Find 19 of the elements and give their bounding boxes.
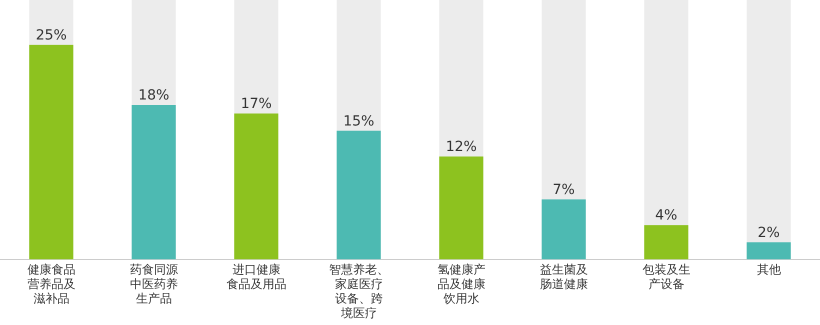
x-tick-label: 健康食品营养品及滋补品 <box>27 262 76 306</box>
x-tick-label: 进口健康食品及用品 <box>226 262 286 292</box>
x-tick-label: 智慧养老、家庭医疗设备、跨境医疗 <box>328 262 389 320</box>
data-label: 12% <box>446 139 477 156</box>
data-label: 7% <box>552 182 575 198</box>
x-tick-label: 药食同源中医药养生产品 <box>130 262 178 306</box>
data-label: 17% <box>240 96 272 112</box>
data-label: 15% <box>343 113 374 130</box>
x-tick-label: 益生菌及肠道健康 <box>540 262 588 292</box>
x-tick-label: 氢健康产品及健康饮用水 <box>437 262 486 306</box>
bar <box>644 225 688 260</box>
data-label: 4% <box>655 208 678 224</box>
data-label: 25% <box>36 28 67 44</box>
data-label: 18% <box>138 88 170 104</box>
x-tick-label: 其他 <box>756 262 781 277</box>
bar <box>746 242 791 260</box>
x-tick-label: 包装及生产设备 <box>642 262 690 292</box>
bar <box>542 199 586 260</box>
data-label: 2% <box>758 224 780 241</box>
